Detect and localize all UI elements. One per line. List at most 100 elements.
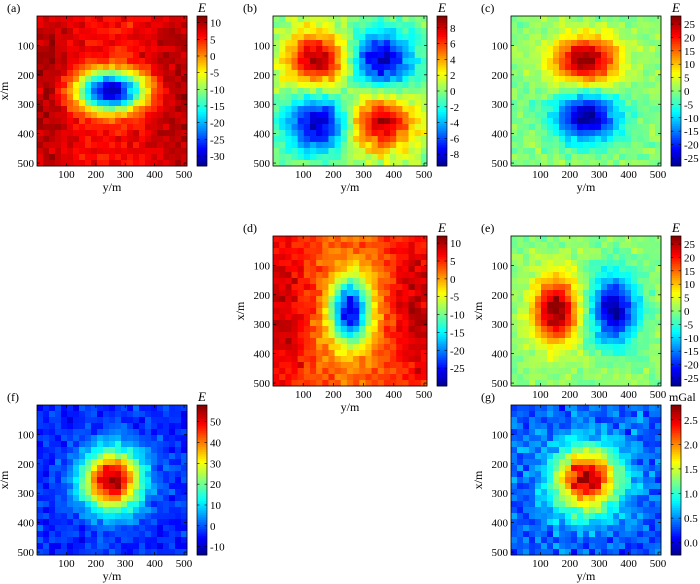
- heatmap-cell: [523, 52, 530, 59]
- heatmap-cell: [359, 136, 366, 143]
- heatmap-cell: [383, 266, 391, 273]
- panel-letter: (f): [7, 390, 19, 404]
- heatmap-cell: [571, 106, 578, 113]
- heatmap-cell: [511, 142, 518, 149]
- heatmap-cell: [541, 501, 548, 508]
- heatmap-cell: [535, 52, 542, 59]
- heatmap-cell: [103, 441, 110, 448]
- heatmap-cell: [637, 118, 644, 125]
- heatmap-cell: [655, 417, 662, 424]
- heatmap-cell: [37, 501, 44, 508]
- heatmap-cell: [589, 368, 596, 375]
- heatmap-cell: [169, 82, 176, 89]
- heatmap-cell: [595, 465, 602, 472]
- heatmap-cell: [353, 248, 360, 255]
- heatmap-cell: [517, 46, 524, 53]
- heatmap-cell: [285, 64, 292, 71]
- heatmap-cell: [565, 106, 572, 113]
- heatmap-cell: [43, 549, 50, 556]
- heatmap-cell: [328, 136, 335, 143]
- heatmap-cell: [316, 52, 323, 59]
- heatmap-cell: [583, 272, 590, 279]
- colorbar-tick-label: -4: [450, 118, 460, 130]
- heatmap-cell: [359, 314, 366, 321]
- heatmap-cell: [529, 423, 536, 430]
- heatmap-cell: [643, 471, 650, 478]
- heatmap-cell: [420, 320, 428, 327]
- heatmap-cell: [316, 16, 323, 23]
- heatmap-cell: [649, 441, 656, 448]
- heatmap-cell: [535, 374, 542, 381]
- colorbar-title: E: [671, 220, 680, 235]
- heatmap-cell: [151, 136, 158, 143]
- x-axis: 100 200 300 400 500: [532, 236, 667, 401]
- heatmap-cell: [383, 112, 391, 119]
- heatmap-cell: [565, 148, 572, 155]
- colorbar-segment: [437, 329, 447, 333]
- heatmap-cell: [157, 465, 164, 472]
- heatmap-cell: [169, 58, 176, 65]
- heatmap-cell: [73, 411, 80, 418]
- heatmap-cell: [511, 507, 518, 514]
- heatmap-cell: [49, 130, 56, 137]
- heatmap-cell: [547, 374, 554, 381]
- heatmap-cell: [571, 118, 578, 125]
- heatmap-cell: [565, 338, 572, 345]
- heatmap-cell: [529, 284, 536, 291]
- colorbar-segment: [437, 39, 447, 43]
- colorbar-segment: [197, 135, 207, 139]
- heatmap-cell: [607, 266, 614, 273]
- heatmap-cell: [175, 148, 182, 155]
- heatmap-cell: [583, 148, 590, 155]
- heatmap-cell: [649, 112, 656, 119]
- colorbar-segment: [197, 440, 207, 443]
- heatmap-cell: [414, 236, 422, 243]
- heatmap-cell: [121, 88, 128, 95]
- colorbar-segment: [671, 144, 681, 148]
- heatmap-cell: [328, 124, 335, 131]
- heatmap-cell: [589, 76, 596, 83]
- heatmap-cell: [139, 16, 146, 23]
- heatmap-cell: [577, 459, 584, 466]
- heatmap-cell: [649, 136, 656, 143]
- heatmap-cell: [175, 28, 182, 35]
- heatmap-cell: [109, 52, 116, 59]
- heatmap-cell: [273, 350, 280, 357]
- heatmap-cell: [163, 513, 170, 520]
- colorbar-segment: [437, 301, 447, 305]
- heatmap-cell: [365, 236, 372, 243]
- heatmap-cell: [420, 332, 428, 339]
- heatmap-cell: [309, 380, 317, 387]
- heatmap-cell: [340, 16, 348, 23]
- heatmap-cell: [583, 483, 590, 490]
- heatmap-cell: [643, 142, 650, 149]
- colorbar-segment: [671, 334, 681, 338]
- heatmap-cell: [115, 118, 122, 125]
- heatmap-cell: [109, 160, 116, 167]
- heatmap-cell: [625, 284, 632, 291]
- heatmap-cell: [559, 124, 566, 131]
- heatmap-cell: [625, 22, 632, 29]
- heatmap-cell: [91, 46, 98, 53]
- heatmap-cell: [303, 154, 311, 161]
- heatmap-cell: [541, 308, 548, 315]
- heatmap-cell: [169, 513, 176, 520]
- colorbar-segment: [197, 149, 207, 153]
- heatmap-cell: [61, 22, 68, 29]
- heatmap-cell: [631, 118, 638, 125]
- heatmap-cell: [157, 100, 164, 107]
- heatmap-cell: [353, 82, 360, 89]
- heatmap-cell: [402, 34, 409, 41]
- heatmap-cell: [37, 16, 44, 23]
- heatmap-cell: [643, 278, 650, 285]
- heatmap-cell: [655, 248, 662, 255]
- heatmap-cell: [371, 34, 379, 41]
- heatmap-cell: [340, 356, 348, 363]
- heatmap-cell: [79, 148, 86, 155]
- heatmap-cell: [517, 82, 524, 89]
- heatmap-cell: [61, 507, 68, 514]
- x-tick-label: 500: [650, 169, 667, 181]
- heatmap-cell: [109, 40, 116, 47]
- heatmap-cell: [571, 356, 578, 363]
- heatmap-cell: [402, 100, 409, 107]
